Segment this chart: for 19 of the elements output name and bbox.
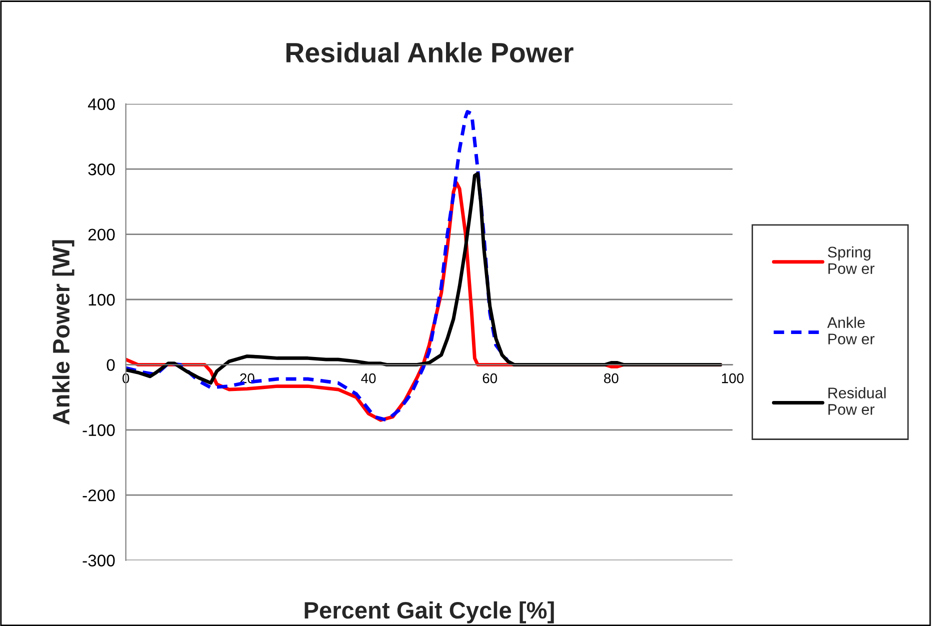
y-tick-label: 0 <box>106 359 115 371</box>
x-tick-label: 100 <box>722 373 744 384</box>
y-tick-label: -200 <box>82 489 115 502</box>
y-tick-label: -100 <box>82 424 115 436</box>
y-tick-label: 300 <box>88 164 115 176</box>
x-tick-label: 40 <box>361 373 376 384</box>
x-tick-label: 80 <box>604 373 618 384</box>
y-tick-label: 200 <box>88 228 115 241</box>
x-tick-label: 0 <box>122 373 130 384</box>
chart-title: Residual Ankle Power <box>286 42 574 63</box>
legend-label: Residual Pow er <box>828 387 886 415</box>
x-axis-title: Percent Gait Cycle [%] <box>304 601 554 624</box>
y-tick-label: 100 <box>88 294 115 306</box>
y-tick-label: -300 <box>82 554 115 566</box>
x-tick-label: 60 <box>482 373 498 384</box>
y-axis-title: Ankle Power [W] <box>52 240 74 425</box>
legend-label: Spring Pow er <box>828 246 874 274</box>
legend-label: Ankle Pow er <box>827 316 874 344</box>
y-tick-label: 400 <box>88 98 115 110</box>
